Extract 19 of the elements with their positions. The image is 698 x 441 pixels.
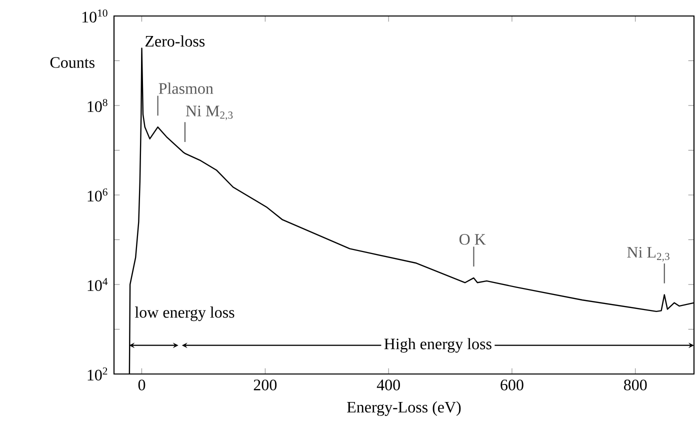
annotation: Zero-loss — [145, 35, 205, 47]
annotation: High energy loss — [384, 338, 492, 353]
x-tick-label: 600 — [500, 380, 524, 390]
x-tick-label: 400 — [376, 380, 400, 390]
annotation: low energy loss — [135, 306, 234, 322]
annotation: Plasmon — [158, 82, 214, 94]
y-tick-label: 10$^{2}$ — [88, 367, 108, 380]
annotation: Ni M$_{2,3}$ — [186, 106, 233, 120]
y-tick-label: 10$^{4}$ — [88, 278, 108, 291]
y-tick-label: 10$^{8}$ — [88, 98, 108, 112]
annotation: O K — [459, 234, 486, 245]
x-tick-label: 200 — [254, 380, 277, 390]
y-tick-label: 10$^{10}$ — [82, 9, 108, 23]
x-axis-title: Energy-Loss (eV) — [347, 401, 461, 416]
x-tick-label: 800 — [624, 380, 647, 390]
x-tick-label: 0 — [138, 380, 146, 390]
y-tick-label: 10$^{6}$ — [88, 188, 108, 202]
annotation: Ni L$_{2,3}$ — [627, 246, 670, 262]
y-axis-title: Counts — [50, 57, 94, 68]
